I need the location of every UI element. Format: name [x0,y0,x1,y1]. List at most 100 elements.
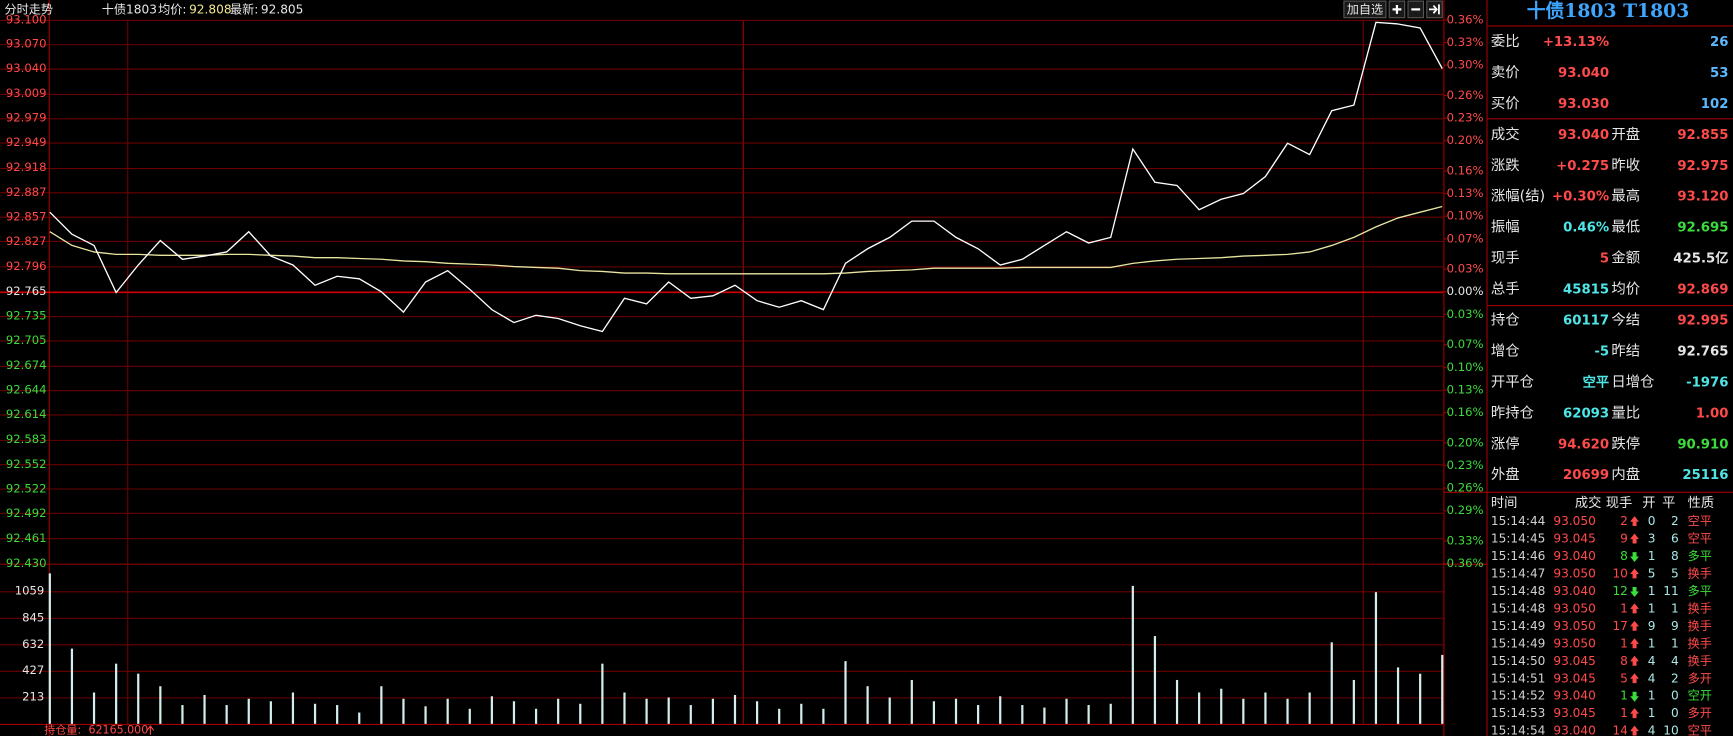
arrow-down [1630,552,1639,563]
y2-tick-label: 0.03% [1447,262,1484,276]
trade-cell: 93.045 [1553,532,1595,546]
collapse-button[interactable] [1426,0,1443,19]
volume-bar [402,698,405,724]
table-header: 时间 [1491,495,1518,511]
quote-value: 93.030 [1558,97,1609,112]
volume-bar [601,663,604,724]
volume-bar [689,705,692,724]
quote-label: 内盘 [1611,465,1640,483]
volume-bar [778,708,781,724]
trade-cell: 1 [1671,636,1679,650]
price-line [49,205,1443,275]
quote-label: 开盘 [1611,125,1640,143]
contract-name: 十债1803 [102,2,157,16]
y-tick-label: 92.857 [6,210,47,224]
trade-cell: 93.045 [1553,706,1595,720]
volume-bar [1220,688,1223,724]
y2-tick-label: 0.10% [1447,209,1484,223]
y2-tick-label: 0.29% [1447,503,1484,517]
volume-bar [225,705,228,724]
quote-value: 53 [1710,66,1728,81]
add-watch-button[interactable] [1343,0,1387,19]
trade-cell: 9 [1671,619,1679,633]
quote-value: -1976 [1686,375,1728,390]
quote-value: +0.30% [1552,190,1609,205]
trade-cell: 10 [1663,724,1678,736]
zoom-in-button[interactable] [1388,0,1406,19]
volume-bar [733,695,737,724]
volume-bar [1264,692,1267,724]
quote-value: +13.13% [1543,35,1609,50]
volume-bar [755,701,759,724]
quote-value: 60117 [1563,313,1609,328]
volume-bar [888,697,891,724]
trade-cell: 1 [1648,601,1656,615]
trade-cell: 1 [1620,689,1628,703]
y-tick-label: 92.827 [6,234,47,248]
volume-bar [1065,698,1068,724]
volume-bar [1308,692,1311,724]
quote-label: 今结 [1611,311,1640,328]
zoom-out-button[interactable] [1407,0,1425,19]
volume-bar [48,573,51,724]
volume-bar [336,705,339,724]
trade-cell: 多平 [1688,549,1712,563]
quote-value: 92.765 [1677,344,1728,359]
y-tick-label: 632 [22,637,44,651]
volume-bar [1175,679,1179,724]
y-tick-label: 92.949 [6,135,47,149]
volume-bar [291,692,295,724]
y-tick-label: 213 [22,690,44,704]
volume-bar [380,686,383,724]
table-header: 开 [1642,496,1655,511]
trade-cell: 1 [1648,549,1656,563]
table-header: 现手 [1606,495,1633,511]
quote-label: 量比 [1611,404,1640,421]
trade-cell: 10 [1612,566,1627,580]
trade-cell: 换手 [1688,566,1712,580]
y-tick-label: 92.705 [6,333,47,347]
trade-cell: 15:14:52 [1491,689,1546,703]
trade-cell: 93.050 [1553,636,1595,650]
volume-bar [92,692,96,724]
trade-cell: 换手 [1688,601,1712,615]
volume-bar [1242,698,1245,724]
volume-bar [977,705,980,724]
quote-label: 委比 [1491,33,1520,50]
quote-value: 425.5亿 [1673,250,1728,267]
trade-cell: 93.050 [1553,514,1595,528]
quote-value: 92.695 [1677,221,1728,236]
quote-title: 十债1803 T1803 [1527,0,1689,22]
y-tick-label: 92.552 [6,457,47,471]
volume-bar [844,661,847,724]
trade-cell: 多开 [1688,706,1712,720]
quote-value: -5 [1594,344,1609,359]
quote-value: 62093 [1563,406,1609,421]
y2-tick-label: 0.33% [1447,35,1484,49]
trade-cell: 换手 [1688,636,1712,650]
add-watch-label[interactable]: 加自选 [1347,2,1383,16]
y-tick-label: 92.735 [6,309,47,323]
trade-cell: 15:14:48 [1491,584,1546,598]
volume-bar [534,708,538,724]
trade-cell: 15:14:44 [1491,514,1546,528]
volume-bar [424,706,427,724]
quote-value: 45815 [1563,283,1609,298]
arrow-up [1630,708,1639,719]
volume-bar [1153,636,1157,724]
arrow-down [1630,691,1639,702]
arrow-up [1630,673,1639,684]
trade-cell: 14 [1612,724,1628,736]
trade-cell: 15:14:49 [1491,619,1546,633]
volume-bar [822,708,825,724]
quote-label: 昨收 [1611,157,1640,174]
trade-cell: 多开 [1688,671,1712,685]
trade-cell: 93.050 [1553,619,1595,633]
trade-cell: 93.045 [1553,654,1595,668]
trade-cell: 空开 [1688,689,1712,703]
avg-label: 均价: [158,2,186,16]
y-tick-label: 92.887 [6,185,47,199]
volume-bar [358,712,361,724]
volume-bar [269,701,272,724]
volume-bar [1374,592,1378,724]
